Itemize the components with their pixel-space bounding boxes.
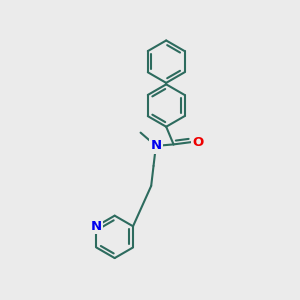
Text: N: N — [150, 140, 161, 152]
Text: O: O — [193, 136, 204, 148]
Text: N: N — [91, 220, 102, 233]
